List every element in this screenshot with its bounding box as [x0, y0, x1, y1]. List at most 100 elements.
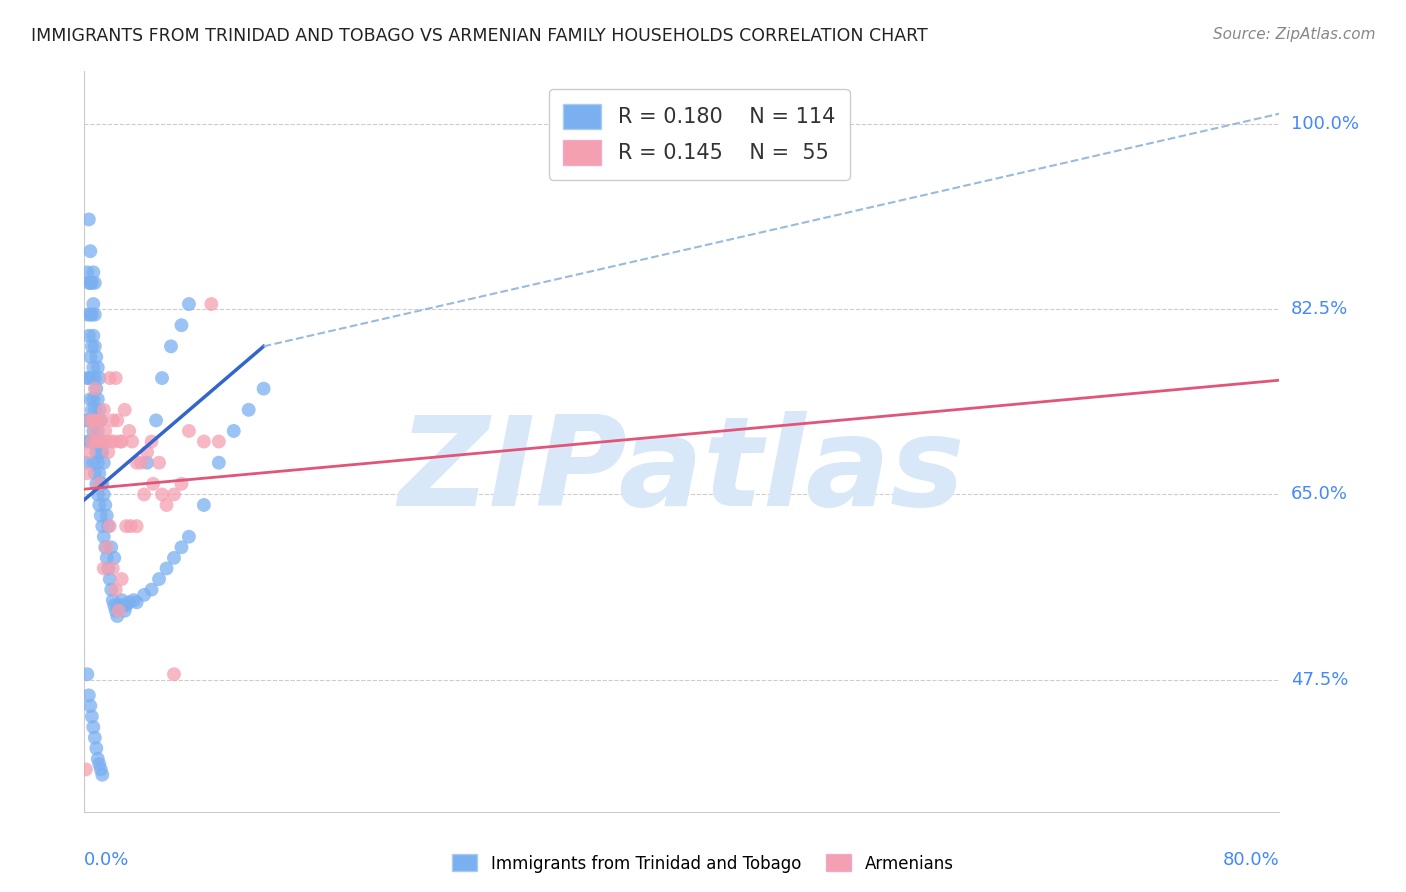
Point	[103, 550, 125, 565]
Point	[129, 456, 152, 470]
Point	[112, 599, 135, 613]
Point	[82, 392, 104, 407]
Point	[97, 519, 120, 533]
Text: 100.0%: 100.0%	[1291, 115, 1358, 133]
Point	[148, 456, 170, 470]
Point	[79, 244, 101, 259]
Point	[76, 371, 98, 385]
Point	[86, 476, 108, 491]
Point	[125, 456, 148, 470]
Point	[83, 276, 105, 290]
Point	[177, 424, 200, 438]
Point	[148, 572, 170, 586]
Point	[93, 561, 115, 575]
Point	[163, 667, 186, 681]
Point	[101, 561, 124, 575]
Point	[83, 424, 105, 438]
Point	[136, 456, 159, 470]
Point	[87, 752, 110, 766]
Point	[91, 519, 114, 533]
Point	[87, 392, 110, 407]
Point	[122, 593, 145, 607]
Point	[80, 402, 103, 417]
Point	[75, 456, 97, 470]
Point	[77, 689, 100, 703]
Point	[83, 731, 105, 745]
Point	[120, 519, 142, 533]
Text: 80.0%: 80.0%	[1223, 851, 1279, 869]
Point	[83, 339, 105, 353]
Point	[83, 382, 105, 396]
Point	[82, 424, 104, 438]
Point	[114, 402, 136, 417]
Point	[238, 402, 260, 417]
Point	[89, 476, 111, 491]
Point	[82, 360, 104, 375]
Point	[79, 434, 101, 449]
Point	[83, 371, 105, 385]
Point	[100, 582, 122, 597]
Point	[79, 413, 101, 427]
Point	[90, 445, 112, 459]
Point	[83, 467, 105, 481]
Point	[103, 434, 125, 449]
Point	[80, 434, 103, 449]
Point	[83, 308, 105, 322]
Point	[79, 276, 101, 290]
Point	[163, 487, 186, 501]
Point	[91, 767, 114, 781]
Point	[80, 276, 103, 290]
Point	[80, 709, 103, 723]
Point	[142, 476, 165, 491]
Point	[94, 541, 117, 555]
Point	[111, 572, 134, 586]
Point	[91, 434, 114, 449]
Point	[94, 498, 117, 512]
Legend: Immigrants from Trinidad and Tobago, Armenians: Immigrants from Trinidad and Tobago, Arm…	[446, 847, 960, 880]
Point	[82, 265, 104, 279]
Point	[86, 434, 108, 449]
Point	[79, 392, 101, 407]
Point	[105, 609, 128, 624]
Point	[82, 720, 104, 734]
Point	[77, 328, 100, 343]
Point	[89, 498, 111, 512]
Point	[96, 541, 118, 555]
Point	[94, 424, 117, 438]
Point	[103, 599, 125, 613]
Point	[96, 434, 118, 449]
Point	[101, 413, 124, 427]
Point	[104, 604, 127, 618]
Text: 65.0%: 65.0%	[1291, 485, 1347, 503]
Point	[87, 360, 110, 375]
Point	[89, 434, 111, 449]
Point	[96, 550, 118, 565]
Point	[104, 371, 127, 385]
Point	[86, 445, 108, 459]
Text: 82.5%: 82.5%	[1291, 301, 1348, 318]
Point	[170, 318, 193, 333]
Point	[114, 604, 136, 618]
Text: 0.0%: 0.0%	[84, 851, 129, 869]
Point	[141, 434, 163, 449]
Point	[141, 582, 163, 597]
Point	[86, 413, 108, 427]
Point	[125, 595, 148, 609]
Point	[107, 604, 129, 618]
Point	[76, 308, 98, 322]
Point	[90, 476, 112, 491]
Point	[222, 424, 245, 438]
Point	[77, 445, 100, 459]
Point	[90, 413, 112, 427]
Point	[79, 308, 101, 322]
Point	[77, 276, 100, 290]
Point	[110, 599, 132, 613]
Point	[80, 308, 103, 322]
Point	[145, 413, 167, 427]
Point	[77, 413, 100, 427]
Point	[93, 530, 115, 544]
Point	[89, 402, 111, 417]
Point	[91, 445, 114, 459]
Point	[82, 297, 104, 311]
Point	[86, 382, 108, 396]
